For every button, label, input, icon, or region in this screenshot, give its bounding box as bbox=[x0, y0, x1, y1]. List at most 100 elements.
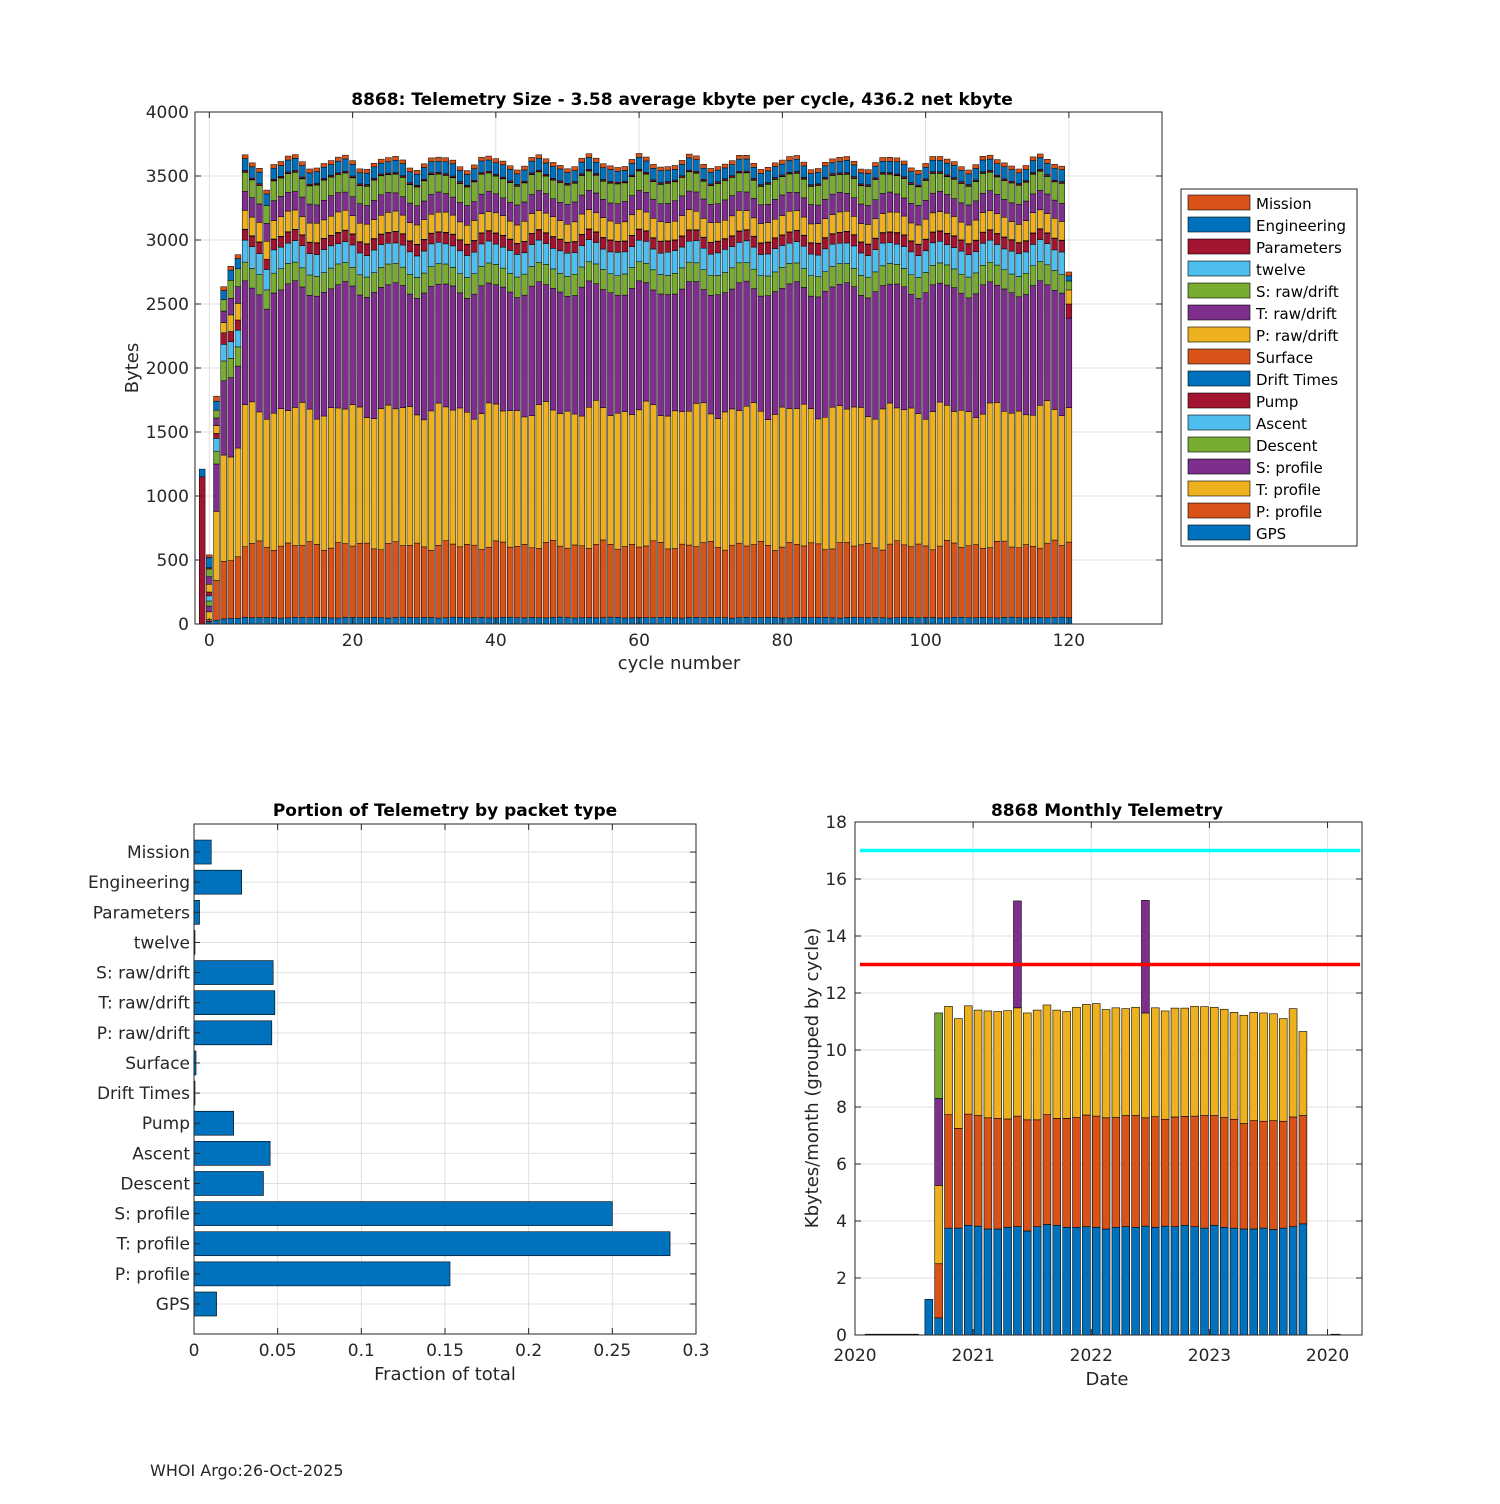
telemetry-bar-segment bbox=[485, 262, 492, 284]
telemetry-bar-segment bbox=[442, 283, 449, 408]
telemetry-bar-segment bbox=[234, 258, 242, 270]
telemetry-bar-segment bbox=[499, 267, 507, 288]
telemetry-bar-segment bbox=[908, 240, 915, 253]
telemetry-bar-segment bbox=[1015, 242, 1022, 254]
telemetry-bar-segment bbox=[779, 267, 786, 289]
telemetry-bar-segment bbox=[958, 221, 965, 241]
telemetry-bar-segment bbox=[363, 243, 371, 256]
monthly-bar-segment bbox=[973, 1225, 983, 1336]
telemetry-bar-segment bbox=[506, 182, 514, 203]
telemetry-bar-segment bbox=[392, 192, 399, 212]
legend-label: Drift Times bbox=[1256, 371, 1338, 389]
telemetry-bar-segment bbox=[721, 292, 729, 413]
telemetry-bar-segment bbox=[1037, 170, 1044, 191]
telemetry-bar-segment bbox=[922, 419, 929, 547]
monthly-bar-segment bbox=[1082, 1226, 1091, 1336]
telemetry-bar-segment bbox=[714, 222, 722, 242]
telemetry-bar-segment bbox=[643, 400, 650, 547]
telemetry-bar-segment bbox=[865, 297, 872, 417]
telemetry-bar-segment bbox=[915, 543, 922, 619]
telemetry-bar-segment bbox=[1022, 294, 1030, 416]
monthly-bar-segment bbox=[1190, 1226, 1199, 1336]
telemetry-y-tick-label: 1000 bbox=[146, 487, 189, 507]
telemetry-bar-segment bbox=[320, 163, 328, 168]
telemetry-bar-segment bbox=[650, 164, 657, 169]
telemetry-bar-segment bbox=[793, 281, 800, 409]
telemetry-bar-segment bbox=[521, 416, 528, 545]
telemetry-bar-segment bbox=[256, 253, 263, 275]
telemetry-bar-segment bbox=[750, 217, 757, 237]
telemetry-bar-segment bbox=[650, 199, 657, 219]
telemetry-bar-segment bbox=[356, 203, 363, 224]
telemetry-bar-segment bbox=[693, 281, 700, 404]
telemetry-bar-segment bbox=[786, 263, 793, 285]
telemetry-bar-segment bbox=[514, 546, 521, 618]
monthly-bar-segment bbox=[934, 1185, 943, 1265]
telemetry-bar-segment bbox=[256, 294, 263, 413]
telemetry-bar-segment bbox=[915, 255, 922, 278]
telemetry-bar-segment bbox=[850, 177, 858, 198]
monthly-bar-segment bbox=[1269, 1229, 1278, 1336]
telemetry-bar-segment bbox=[657, 183, 664, 205]
telemetry-bar-segment bbox=[557, 202, 564, 221]
fraction-x-tick-label: 0.05 bbox=[259, 1341, 297, 1361]
telemetry-bar-segment bbox=[772, 219, 779, 238]
telemetry-bar-segment bbox=[521, 617, 528, 625]
telemetry-bar-segment bbox=[363, 223, 371, 244]
monthly-bar-segment bbox=[1042, 1004, 1052, 1115]
telemetry-bar-segment bbox=[492, 158, 500, 164]
telemetry-bar-segment bbox=[729, 164, 736, 177]
telemetry-bar-segment bbox=[528, 244, 535, 267]
telemetry-bar-segment bbox=[392, 156, 399, 161]
telemetry-bar-segment bbox=[213, 619, 220, 625]
telemetry-bar-segment bbox=[564, 410, 571, 549]
telemetry-bar-segment bbox=[958, 170, 965, 182]
telemetry-bar-segment bbox=[807, 204, 815, 225]
telemetry-bar-segment bbox=[678, 543, 686, 619]
telemetry-bar-segment bbox=[965, 224, 972, 244]
telemetry-bar-segment bbox=[843, 160, 851, 173]
telemetry-bar-segment bbox=[263, 546, 270, 618]
telemetry-bar-segment bbox=[793, 158, 800, 172]
telemetry-bar-segment bbox=[893, 161, 901, 175]
telemetry-bar-segment bbox=[872, 238, 879, 250]
telemetry-bar-segment bbox=[600, 539, 607, 618]
telemetry-bar-segment bbox=[227, 358, 235, 378]
telemetry-bar-segment bbox=[714, 252, 722, 276]
telemetry-bar-segment bbox=[249, 162, 256, 168]
telemetry-bar-segment bbox=[750, 166, 757, 179]
legend-swatch bbox=[1187, 260, 1251, 277]
telemetry-bar-segment bbox=[736, 282, 743, 411]
monthly-bar-segment bbox=[1003, 1010, 1012, 1120]
telemetry-bar-segment bbox=[478, 160, 485, 173]
telemetry-bar-segment bbox=[800, 165, 808, 178]
fraction-category-label: Ascent bbox=[132, 1144, 190, 1164]
telemetry-bar-segment bbox=[678, 160, 686, 165]
telemetry-bar-segment bbox=[793, 408, 800, 545]
telemetry-bar-segment bbox=[900, 409, 908, 546]
telemetry-bar-segment bbox=[299, 234, 306, 246]
telemetry-bar-segment bbox=[807, 169, 815, 174]
telemetry-bar-segment bbox=[614, 617, 621, 625]
monthly-bar-segment bbox=[1013, 1226, 1022, 1336]
telemetry-bar-segment bbox=[535, 190, 543, 211]
telemetry-bar-segment bbox=[793, 192, 800, 211]
telemetry-bar-segment bbox=[514, 297, 521, 411]
telemetry-bar-segment bbox=[693, 210, 700, 231]
telemetry-bar-segment bbox=[378, 549, 385, 619]
telemetry-bar-segment bbox=[657, 241, 664, 254]
monthly-bar-segment bbox=[1298, 1031, 1308, 1116]
telemetry-bar-segment bbox=[306, 253, 313, 276]
telemetry-bar-segment bbox=[564, 252, 571, 277]
telemetry-bar-segment bbox=[227, 314, 235, 332]
telemetry-bar-segment bbox=[592, 192, 600, 214]
telemetry-bar-segment bbox=[786, 242, 793, 264]
telemetry-bar-segment bbox=[650, 237, 657, 250]
telemetry-bar-segment bbox=[743, 155, 750, 160]
telemetry-bar-segment bbox=[327, 215, 335, 236]
telemetry-bar-segment bbox=[757, 204, 765, 224]
telemetry-y-label: Bytes bbox=[122, 343, 143, 394]
telemetry-bar-segment bbox=[327, 176, 335, 196]
telemetry-bar-segment bbox=[506, 201, 514, 222]
telemetry-bar-segment bbox=[886, 283, 893, 404]
